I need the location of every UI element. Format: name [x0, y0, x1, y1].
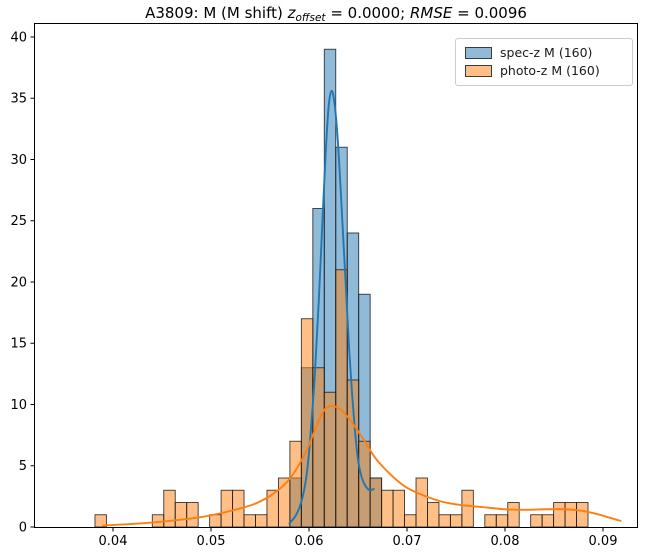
histogram-bar-photo-z — [381, 489, 394, 528]
histogram-bar-photo-z — [530, 514, 543, 528]
x-tick-label: 0.08 — [491, 534, 520, 549]
histogram-bar-photo-z — [174, 502, 188, 528]
histogram-bar-photo-z — [209, 514, 222, 528]
histogram-bar-photo-z — [564, 502, 577, 528]
histogram-bar-photo-z — [220, 489, 234, 528]
histogram-bar-photo-z — [553, 502, 566, 528]
histogram-bar-photo-z — [507, 502, 520, 528]
histogram-bar-photo-z — [576, 502, 589, 528]
histogram-bar-photo-z — [369, 477, 383, 528]
title-z-subscript: offset — [295, 12, 326, 24]
title-prefix: A3809: M (M shift) — [145, 4, 288, 22]
x-tick-label: 0.04 — [99, 534, 128, 549]
y-tick-label: 5 — [19, 459, 27, 474]
x-tick-label: 0.09 — [589, 534, 618, 549]
kde-curve-photo-z — [102, 405, 622, 527]
histogram-bar-photo-z — [186, 502, 199, 528]
y-tick-label: 30 — [10, 153, 27, 168]
kde-curve-spec-z — [288, 89, 375, 525]
y-tick-label: 15 — [10, 337, 27, 352]
photo-z-swatch-icon — [465, 65, 492, 77]
histogram-bar-photo-z — [415, 477, 428, 528]
histogram-bar-photo-z — [495, 514, 509, 528]
title-z-value: = 0.0000; — [325, 4, 410, 22]
x-tick-label: 0.05 — [197, 534, 226, 549]
title-rmse-value: = 0.0096 — [452, 4, 527, 22]
y-tick-label: 20 — [10, 275, 27, 290]
histogram-bar-photo-z — [335, 269, 348, 528]
chart-title: A3809: M (M shift) zoffset = 0.0000; RMS… — [35, 4, 637, 24]
legend-row-spec-z: spec-z M (160) — [465, 45, 623, 61]
title-rmse-symbol: RMSE — [409, 4, 453, 22]
histogram-bar-photo-z — [484, 514, 497, 528]
histogram-bar-photo-z — [255, 514, 268, 528]
histogram-bar-photo-z — [243, 514, 256, 528]
histogram-bar-photo-z — [461, 489, 474, 528]
title-z-symbol: z — [287, 4, 296, 22]
legend-label-spec-z: spec-z M (160) — [500, 45, 593, 60]
y-tick-label: 40 — [10, 30, 27, 45]
y-tick-label: 0 — [19, 521, 27, 536]
y-tick-label: 10 — [10, 398, 27, 413]
x-tick-label: 0.06 — [295, 534, 324, 549]
histogram-bar-photo-z — [323, 391, 337, 528]
legend-row-photo-z: photo-z M (160) — [465, 63, 623, 79]
histogram-bar-photo-z — [541, 514, 555, 528]
histogram-bar-photo-z — [427, 502, 440, 528]
spec-z-swatch-icon — [465, 47, 492, 59]
histogram-bar-photo-z — [438, 514, 451, 528]
legend: spec-z M (160) photo-z M (160) — [455, 38, 633, 86]
y-tick-label: 25 — [10, 214, 27, 229]
y-tick-label: 35 — [10, 92, 27, 107]
axes-frame — [34, 23, 638, 528]
histogram-bar-photo-z — [449, 514, 463, 528]
x-tick-label: 0.07 — [393, 534, 422, 549]
histogram-bar-photo-z — [392, 489, 405, 528]
legend-label-photo-z: photo-z M (160) — [500, 63, 600, 78]
histogram-bar-photo-z — [404, 514, 417, 528]
